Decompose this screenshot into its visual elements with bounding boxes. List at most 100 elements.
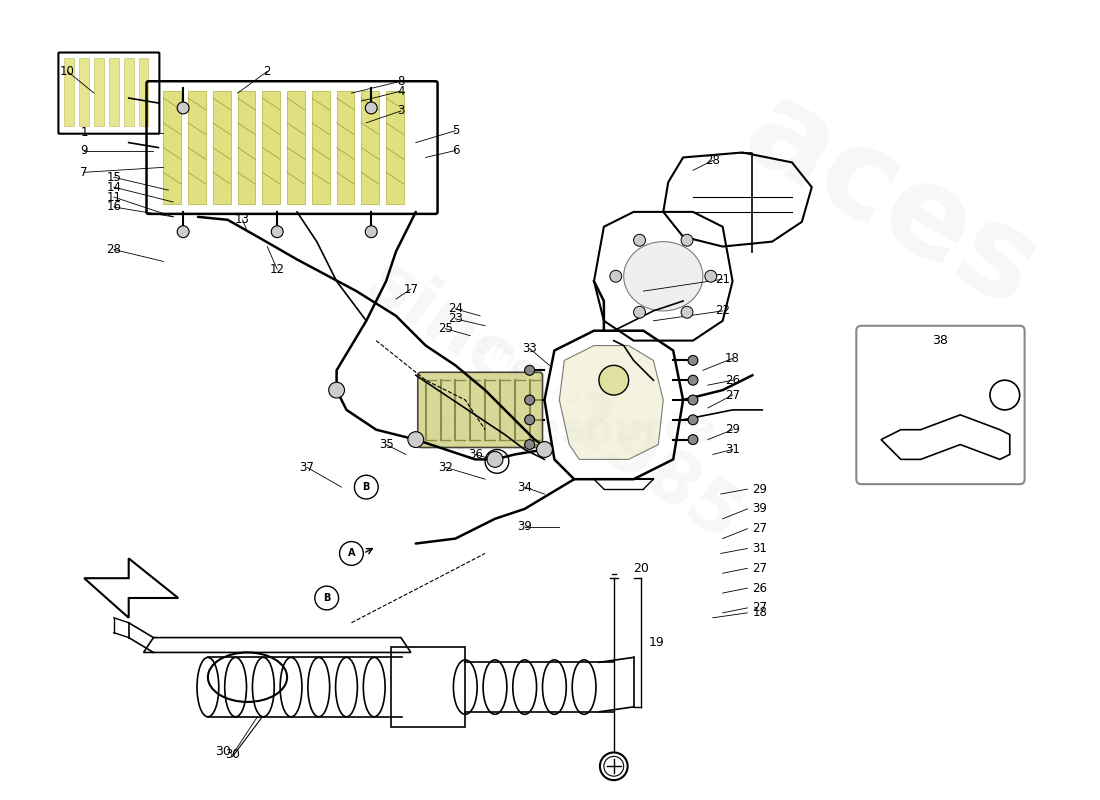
Text: 39: 39	[517, 520, 532, 534]
Text: 9: 9	[80, 144, 88, 157]
Circle shape	[365, 226, 377, 238]
Polygon shape	[559, 346, 663, 459]
Text: 36: 36	[468, 448, 483, 461]
Text: since 1985: since 1985	[472, 330, 617, 430]
Bar	[361, 91, 379, 204]
Text: 35: 35	[378, 438, 394, 451]
Text: 10: 10	[59, 65, 75, 78]
Circle shape	[525, 366, 535, 375]
Text: 29: 29	[752, 482, 768, 495]
Text: 14: 14	[107, 181, 121, 194]
Circle shape	[681, 234, 693, 246]
Circle shape	[681, 306, 693, 318]
Circle shape	[329, 382, 344, 398]
Text: 21: 21	[715, 273, 730, 286]
Circle shape	[177, 226, 189, 238]
Text: 31: 31	[725, 443, 740, 456]
Text: A: A	[348, 549, 355, 558]
Text: aces: aces	[723, 70, 1059, 334]
Text: 5: 5	[452, 124, 459, 138]
Bar	[123, 58, 133, 126]
Circle shape	[688, 355, 697, 366]
Text: B: B	[363, 482, 370, 492]
Circle shape	[365, 102, 377, 114]
Circle shape	[408, 432, 424, 447]
Text: 2: 2	[264, 65, 271, 78]
Text: 26: 26	[725, 374, 740, 386]
Text: 3: 3	[397, 105, 405, 118]
Circle shape	[688, 434, 697, 445]
Text: 38: 38	[933, 334, 948, 347]
Text: 23: 23	[448, 312, 463, 326]
Bar	[386, 91, 404, 204]
Circle shape	[688, 415, 697, 425]
Text: 22: 22	[715, 305, 730, 318]
Text: 18: 18	[725, 352, 740, 365]
Circle shape	[705, 270, 717, 282]
Circle shape	[487, 451, 503, 467]
Circle shape	[537, 442, 552, 458]
Text: 32: 32	[438, 461, 453, 474]
Text: 27: 27	[752, 602, 768, 614]
Circle shape	[525, 439, 535, 450]
Bar	[94, 58, 103, 126]
Circle shape	[177, 102, 189, 114]
Bar	[64, 58, 74, 126]
Text: 7: 7	[80, 166, 88, 179]
Text: 20: 20	[634, 562, 649, 574]
Text: 30: 30	[226, 748, 240, 761]
Text: 25: 25	[438, 322, 453, 335]
Circle shape	[634, 234, 646, 246]
Text: 17: 17	[404, 282, 418, 296]
Text: since 1985: since 1985	[355, 246, 754, 554]
Bar	[238, 91, 255, 204]
Circle shape	[525, 395, 535, 405]
Text: 34: 34	[517, 481, 532, 494]
Text: 12: 12	[270, 263, 285, 276]
Text: 37: 37	[299, 461, 315, 474]
FancyBboxPatch shape	[418, 372, 542, 447]
Text: 29: 29	[725, 423, 740, 436]
Circle shape	[272, 226, 283, 238]
Text: A: A	[493, 456, 500, 466]
Text: 26: 26	[752, 582, 768, 594]
Bar	[262, 91, 280, 204]
Text: 33: 33	[522, 342, 537, 355]
Text: 28: 28	[705, 154, 720, 167]
Text: 27: 27	[752, 562, 768, 574]
Text: 11: 11	[107, 190, 121, 203]
Bar	[287, 91, 305, 204]
Text: 27: 27	[725, 389, 740, 402]
Text: 4: 4	[397, 85, 405, 98]
Text: 19: 19	[648, 636, 664, 649]
Bar	[188, 91, 206, 204]
Ellipse shape	[624, 242, 703, 311]
Text: sparesource: sparesource	[430, 409, 718, 450]
Text: 1: 1	[80, 126, 88, 139]
Bar	[109, 58, 119, 126]
Text: 6: 6	[452, 144, 459, 157]
Circle shape	[609, 270, 622, 282]
Bar	[79, 58, 89, 126]
Text: 28: 28	[107, 243, 121, 256]
Circle shape	[634, 306, 646, 318]
Bar	[139, 58, 148, 126]
Circle shape	[688, 375, 697, 385]
Text: 31: 31	[752, 542, 768, 555]
Text: 13: 13	[235, 214, 250, 226]
Text: 18: 18	[752, 606, 768, 619]
Circle shape	[688, 395, 697, 405]
Bar	[337, 91, 354, 204]
Text: 8: 8	[397, 74, 405, 88]
Text: 24: 24	[448, 302, 463, 315]
Text: 39: 39	[752, 502, 768, 515]
Bar	[212, 91, 231, 204]
Text: 27: 27	[752, 522, 768, 535]
Bar	[163, 91, 182, 204]
Text: B: B	[323, 593, 330, 603]
Text: 15: 15	[107, 170, 121, 184]
Text: 16: 16	[107, 201, 121, 214]
Circle shape	[598, 366, 628, 395]
Circle shape	[525, 415, 535, 425]
Text: 30: 30	[214, 746, 231, 758]
